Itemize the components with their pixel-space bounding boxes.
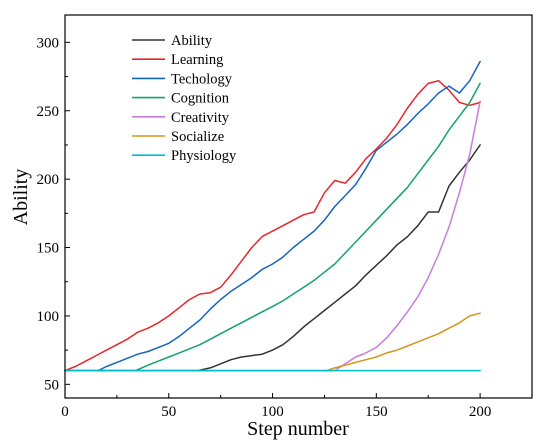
y-tick-label: 150 [37, 241, 60, 257]
legend-label-learning: Learning [171, 52, 223, 68]
y-tick-label: 200 [37, 172, 60, 188]
x-tick-label: 200 [469, 404, 492, 420]
x-tick-label: 150 [365, 404, 388, 420]
legend-label-techology: Techology [171, 71, 233, 87]
x-tick-label: 50 [161, 404, 176, 420]
legend-label-creativity: Creativity [171, 110, 230, 126]
legend-label-physiology: Physiology [171, 148, 237, 164]
legend-label-ability: Ability [171, 33, 213, 49]
y-tick-label: 50 [44, 377, 59, 393]
y-axis-title: Ability [10, 169, 32, 226]
legend-label-socialize: Socialize [171, 129, 224, 145]
y-tick-label: 250 [37, 104, 60, 120]
x-tick-label: 100 [261, 404, 284, 420]
plot-layer [64, 60, 481, 372]
series-line-creativity [64, 100, 481, 372]
series-line-socialize [64, 312, 481, 372]
series-line-techology [64, 60, 481, 372]
series-line-learning [64, 79, 481, 372]
x-tick-label: 0 [61, 404, 69, 420]
legend: Ability Learning Techology Cognition Creativ… [132, 33, 237, 164]
legend-label-cognition: Cognition [171, 91, 230, 107]
plot-frame [64, 14, 533, 399]
y-tick-label: 100 [37, 309, 60, 325]
x-axis-title: Step number [247, 418, 349, 440]
series-line-cognition [64, 82, 481, 372]
series-line-ability [64, 144, 481, 372]
y-tick-label: 300 [37, 35, 60, 51]
